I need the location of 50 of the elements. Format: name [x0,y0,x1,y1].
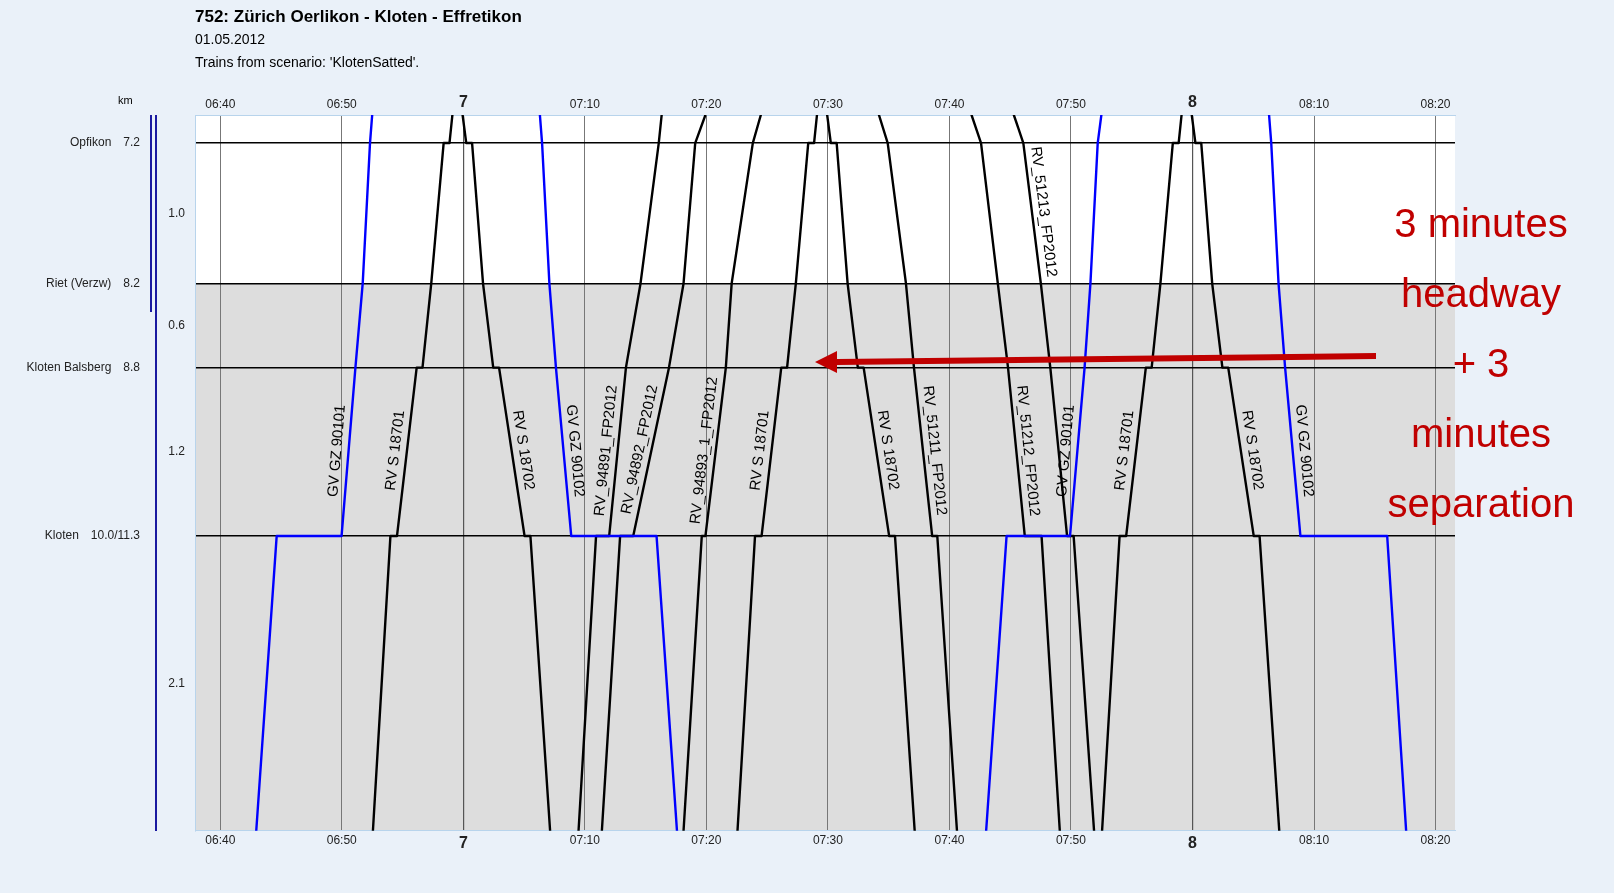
text: 0.6 [168,317,186,332]
callout-note: 3 minutes headway + 3 minutes separation [1386,200,1576,527]
x-tick-label: 06:40 [205,833,236,848]
text: RV S 18702 [1239,408,1269,492]
text: RV S 18702 [874,408,904,492]
x2-tick-label: 07:10 [569,97,601,112]
x2-tick-label: 07:20 [691,97,722,112]
text: GV GZ 90101 [323,403,348,498]
text: RV S 18701 [1110,409,1137,492]
text: 2.1 [168,675,186,690]
x2-tick-label: 08:20 [1420,97,1451,112]
y-axis-title: km [118,94,133,106]
text: Kloten [44,528,79,543]
x2-tick-label: 07:30 [812,97,844,112]
y-tick-label: 8.8 [123,359,141,374]
text: Trains from scenario: 'KlotenSatted'. [195,54,420,70]
text: GV GZ 90102 [563,403,590,498]
x-tick-label: 06:50 [326,833,358,848]
y-tick-label: 7.2 [123,135,141,150]
text: Kloten Balsberg [26,359,112,374]
x-tick-label: 07:50 [1055,833,1087,848]
x2-tick-label: 07:40 [934,97,965,112]
text: RV S 18702 [510,408,539,492]
x-tick-label: 8 [1188,833,1198,851]
chart-subtitle: 01.05.2012 [195,31,266,47]
y-tick-label: 10.0/11.3 [90,528,141,543]
text: RV S 18701 [380,409,408,492]
chart-title: 752: Zürich Oerlikon - Kloten - Effretikon [195,7,522,27]
x2-tick-label: 06:40 [205,97,236,112]
text: RV_94891_FP2012 [589,384,620,517]
x2-tick-label: 08:10 [1299,97,1330,112]
text: Opfikon [69,135,112,150]
text: 1.2 [168,444,186,459]
text: 1.0 [168,205,186,220]
text: Riet (Verzw) [45,275,112,290]
x2-tick-label: 8 [1188,92,1198,110]
x-tick-label: 07:30 [812,833,844,848]
text: GV GZ 90102 [1292,403,1319,498]
x2-tick-label: 06:50 [326,97,358,112]
text: RV_51212_FP2012 [1014,384,1045,517]
x-tick-label: 08:10 [1299,833,1330,848]
x-tick-label: 07:40 [934,833,965,848]
x2-tick-label: 7 [458,92,468,110]
y-tick-label: 8.2 [123,275,141,290]
x-tick-label: 08:20 [1420,833,1451,848]
x-tick-label: 07:20 [691,833,722,848]
x-tick-label: 07:10 [569,833,601,848]
x-tick-label: 7 [458,833,468,851]
x2-tick-label: 07:50 [1055,97,1087,112]
text: RV S 18701 [745,409,772,492]
